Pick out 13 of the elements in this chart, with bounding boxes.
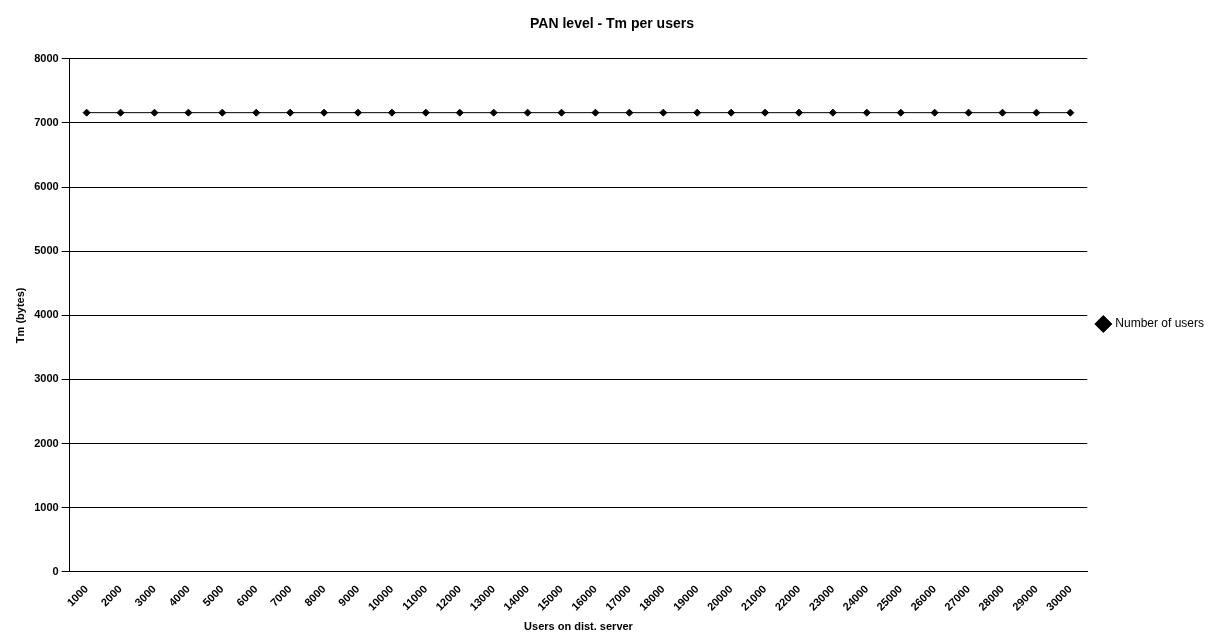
x-axis-title: Users on dist. server bbox=[524, 620, 634, 633]
chart-title: PAN level - Tm per users bbox=[530, 15, 695, 32]
y-tick-label: 2000 bbox=[34, 436, 59, 449]
y-tick-label: 3000 bbox=[34, 372, 59, 385]
y-tick-label: 5000 bbox=[34, 244, 59, 257]
y-tick-label: 1000 bbox=[34, 500, 59, 513]
y-tick-label: 4000 bbox=[34, 308, 59, 321]
y-tick-label: 7000 bbox=[34, 115, 59, 128]
y-tick-label: 8000 bbox=[34, 51, 59, 64]
y-tick-label: 0 bbox=[52, 564, 59, 577]
y-axis-title: Tm (bytes) bbox=[13, 287, 26, 344]
y-tick-label: 6000 bbox=[34, 180, 59, 193]
legend-label: Number of users bbox=[1115, 316, 1204, 331]
